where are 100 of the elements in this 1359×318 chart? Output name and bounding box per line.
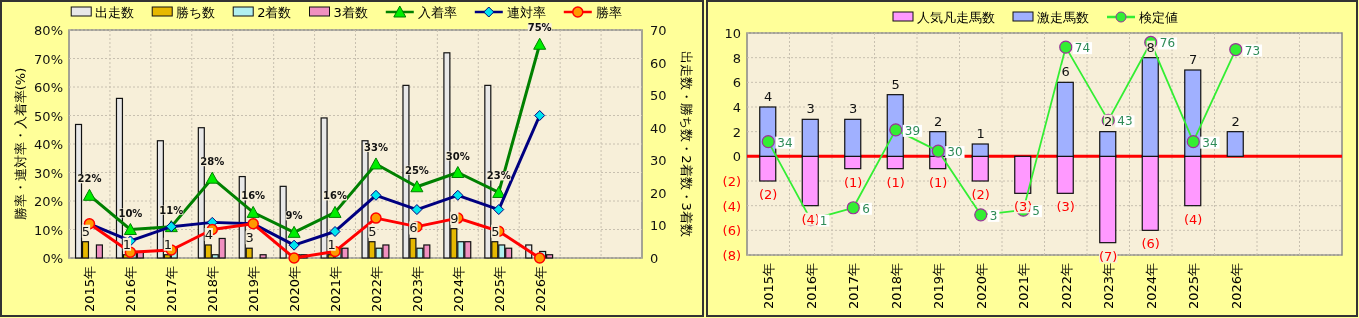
y2-tick-label: 60 — [650, 55, 667, 71]
y-tick-label: 10 — [724, 26, 741, 41]
data-label: 73 — [1244, 43, 1261, 58]
x-tick-label: 2019年 — [246, 266, 262, 313]
data-label: 1 — [327, 236, 336, 252]
data-label: 43 — [1117, 114, 1133, 129]
x-tick-label: 2015年 — [761, 263, 777, 310]
x-tick-label: 2021年 — [1016, 263, 1032, 310]
x-tick-label: 2020年 — [973, 263, 989, 310]
x-tick-label: 2021年 — [328, 266, 344, 313]
y2-tick-label: 0 — [650, 251, 659, 266]
data-label: 25% — [404, 164, 429, 176]
x-tick-label: 2018年 — [205, 266, 221, 313]
data-label: (1) — [844, 174, 863, 190]
data-label: 6 — [409, 220, 418, 236]
legend-label: 人気凡走馬数 — [917, 10, 995, 25]
data-label: (2) — [759, 187, 778, 202]
data-label: 2 — [1231, 113, 1240, 129]
y-tick-label: (2) — [722, 174, 741, 189]
data-label: 9% — [285, 210, 303, 222]
data-label: 5 — [891, 76, 900, 92]
y2-tick-label: 40 — [650, 120, 667, 136]
data-label: 2 — [934, 113, 943, 129]
y-tick-label: 4 — [732, 100, 741, 115]
legend-label: 連対率 — [506, 5, 546, 20]
legend-label: 勝ち数 — [176, 5, 216, 20]
y-tick-label: 8 — [732, 50, 741, 66]
x-tick-label: 2017年 — [846, 263, 862, 310]
x-tick-label: 2020年 — [287, 266, 303, 313]
y-tick-label: 0 — [732, 149, 741, 165]
y-tick-label: (4) — [722, 198, 741, 214]
y-tick-label: 0% — [42, 251, 63, 266]
y-tick-label: 2 — [732, 124, 741, 140]
y-tick-label: 40% — [34, 137, 63, 152]
x-tick-label: 2019年 — [931, 263, 947, 310]
y2-tick-label: 20 — [650, 185, 667, 201]
data-label: 1 — [819, 213, 828, 228]
data-label: 23% — [486, 170, 511, 182]
data-label: (7) — [1099, 248, 1118, 264]
y-tick-label: 60% — [34, 80, 63, 95]
data-label: (4) — [1184, 211, 1203, 227]
data-label: 30 — [947, 145, 963, 160]
data-label: 3 — [989, 208, 998, 223]
x-tick-label: 2016年 — [123, 266, 139, 313]
data-label: 9 — [450, 210, 459, 226]
x-tick-label: 2025年 — [491, 266, 507, 313]
x-tick-label: 2017年 — [164, 266, 180, 313]
data-label: 76 — [1159, 36, 1176, 51]
data-label: 75% — [527, 22, 552, 34]
data-label: 6 — [862, 201, 870, 216]
y-tick-label: 30% — [34, 165, 63, 181]
data-label: 34 — [777, 135, 793, 150]
x-tick-label: 2026年 — [1228, 263, 1244, 310]
x-tick-label: 2024年 — [1143, 263, 1159, 310]
data-label: 33% — [364, 141, 388, 153]
data-label: (1) — [886, 174, 905, 190]
data-label: (1) — [929, 174, 948, 190]
x-tick-label: 2015年 — [82, 266, 98, 313]
data-label: (6) — [1141, 236, 1160, 252]
data-label: 5 — [81, 223, 91, 239]
y-tick-label: 80% — [34, 23, 63, 38]
x-tick-label: 2024年 — [450, 266, 466, 313]
y-tick-label: 10% — [34, 222, 63, 238]
x-tick-label: 2023年 — [1101, 263, 1117, 310]
data-label: 3 — [849, 101, 858, 117]
data-label: 22% — [77, 173, 102, 185]
y2-tick-label: 70 — [650, 23, 667, 38]
legend-label: 激走馬数 — [1037, 10, 1089, 25]
legend-label: 勝率 — [595, 5, 622, 20]
data-label: 5 — [491, 223, 500, 239]
x-tick-label: 2025年 — [1186, 263, 1202, 310]
data-label: 3 — [806, 101, 815, 117]
data-label: 74 — [1074, 41, 1091, 56]
data-label: 3 — [245, 230, 254, 246]
data-label: 6 — [1061, 64, 1070, 80]
data-label: 4 — [764, 89, 773, 104]
x-tick-label: 2022年 — [1058, 263, 1074, 310]
data-label: 5 — [368, 223, 377, 239]
data-label: 5 — [1032, 204, 1040, 219]
data-label: 8 — [1146, 39, 1155, 55]
data-label: 16% — [241, 190, 266, 202]
data-label: 1 — [976, 126, 985, 141]
y-tick-label: (8) — [722, 248, 741, 263]
y2-tick-label: 30 — [650, 153, 667, 169]
data-label: 16% — [323, 190, 347, 202]
legend-label: 2着数 — [257, 5, 292, 20]
y2-tick-label: 50 — [650, 88, 667, 104]
y-tick-label: 20% — [34, 194, 63, 209]
legend-label: 入着率 — [417, 5, 457, 20]
data-label: (3) — [1014, 199, 1033, 215]
legend-label: 出走数 — [95, 5, 135, 20]
data-label: 11% — [159, 204, 184, 216]
data-label: 30% — [445, 150, 470, 162]
y-tick-label: 70% — [34, 51, 63, 67]
data-label: 10% — [118, 207, 143, 219]
data-label: 28% — [200, 156, 225, 168]
data-label: 1 — [163, 236, 172, 252]
data-label: 1 — [122, 236, 132, 252]
x-tick-label: 2016年 — [803, 263, 819, 310]
y-tick-label: 50% — [34, 108, 63, 124]
